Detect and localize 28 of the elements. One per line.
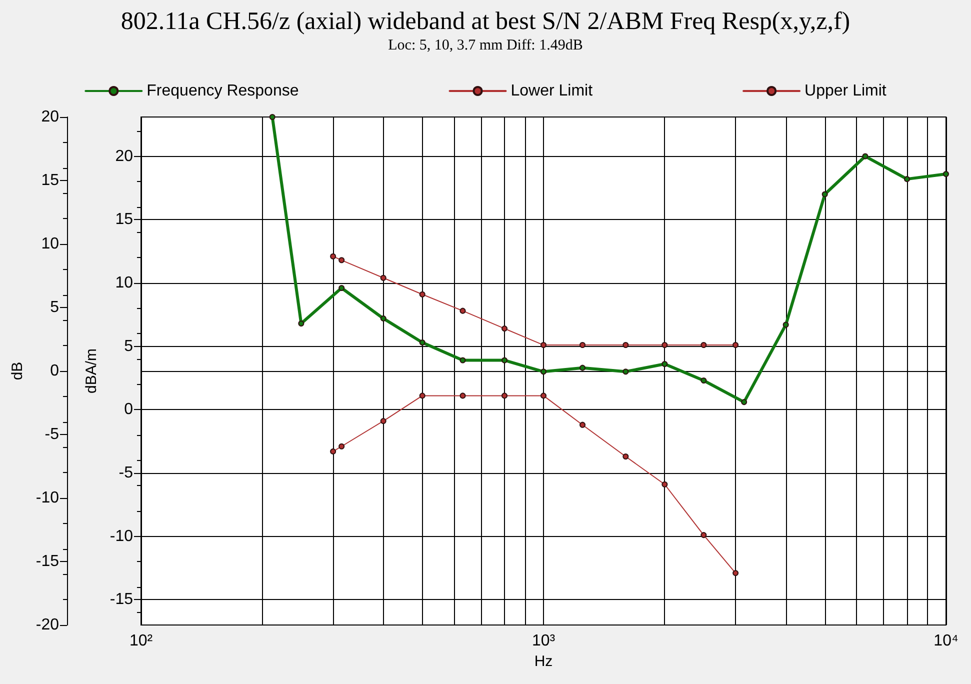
y2-tick-label: 15: [115, 211, 134, 228]
x-tick-label: 10²: [129, 632, 154, 650]
y-tick-label: 0: [50, 362, 60, 380]
y-tick-label: 20: [41, 108, 60, 126]
x-axis-title: Hz: [534, 652, 553, 670]
y-tick-label: -20: [36, 616, 60, 634]
y-tick-label: 15: [41, 172, 60, 189]
y2-tick-label: -10: [110, 528, 134, 545]
legend-label: Upper Limit: [804, 82, 887, 100]
y2-axis-title: dBA/m: [82, 348, 100, 394]
y-tick-label: 10: [41, 236, 60, 252]
y2-tick-label: 5: [124, 338, 134, 355]
y-tick-label: -10: [36, 490, 60, 506]
y-axis-title: dB: [8, 362, 26, 380]
legend-label: Lower Limit: [510, 82, 594, 100]
chart-subtitle: Loc: 5, 10, 3.7 mm Diff: 1.49dB: [388, 38, 583, 54]
y2-tick-label: -15: [110, 591, 134, 608]
y2-tick-label: 0: [124, 401, 134, 418]
y-tick-label: 5: [50, 299, 60, 316]
legend-label: Frequency Response: [146, 82, 299, 100]
y-tick-label: -15: [36, 553, 60, 570]
y-tick-label: -5: [44, 426, 60, 443]
chart-title: 802.11a CH.56/z (axial) wideband at best S/N 2/ABM Freq Resp(x,y,z,f): [120, 8, 850, 35]
x-tick-label: 10³: [532, 632, 556, 650]
y2-tick-label: 20: [115, 148, 134, 165]
y2-tick-label: 10: [115, 274, 134, 292]
x-tick-label: 10⁴: [934, 632, 958, 650]
y2-tick-label: -5: [118, 464, 134, 482]
